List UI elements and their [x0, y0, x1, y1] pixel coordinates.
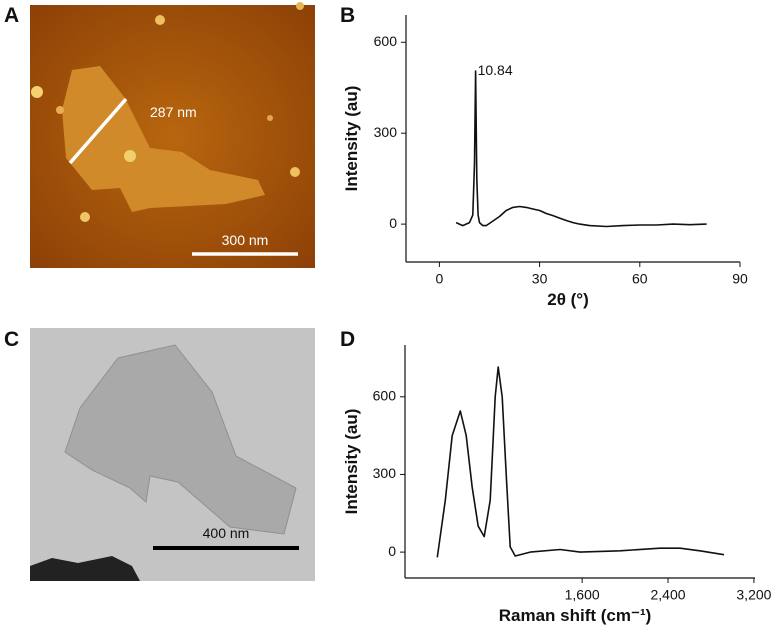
scale-bar-label: 400 nm	[203, 525, 250, 541]
data-line	[455, 70, 707, 228]
panel-letter: B	[340, 4, 355, 27]
afm-image: 287 nm 300 nm	[30, 2, 315, 268]
panel-letter: A	[4, 4, 19, 27]
data-line	[436, 366, 725, 558]
y-axis-label: Intensity (au)	[342, 409, 361, 515]
x-tick-label: 3,200	[736, 587, 771, 603]
panel-letter: C	[4, 328, 19, 351]
scale-bar-label: 300 nm	[222, 232, 269, 248]
x-tick-label: 90	[732, 271, 748, 287]
x-tick-label: 1,600	[565, 587, 600, 603]
panel-letter: D	[340, 328, 355, 351]
x-tick-label: 30	[532, 271, 548, 287]
y-axis-label: Intensity (au)	[342, 86, 361, 192]
x-tick-label: 0	[436, 271, 444, 287]
y-tick-label: 600	[373, 387, 397, 403]
tem-image: 400 nm	[30, 328, 315, 581]
x-tick-label: 60	[632, 271, 648, 287]
line-label: 287 nm	[150, 104, 197, 120]
y-tick-label: 0	[388, 543, 396, 559]
y-tick-label: 300	[374, 124, 398, 140]
x-axis-label: 2θ (°)	[547, 290, 589, 309]
x-tick-label: 2,400	[651, 587, 686, 603]
x-axis-label: Raman shift (cm⁻¹)	[499, 606, 652, 625]
y-tick-label: 0	[389, 215, 397, 231]
annotation: 10.84	[478, 62, 513, 78]
y-tick-label: 600	[374, 33, 398, 49]
y-tick-label: 300	[373, 465, 397, 481]
